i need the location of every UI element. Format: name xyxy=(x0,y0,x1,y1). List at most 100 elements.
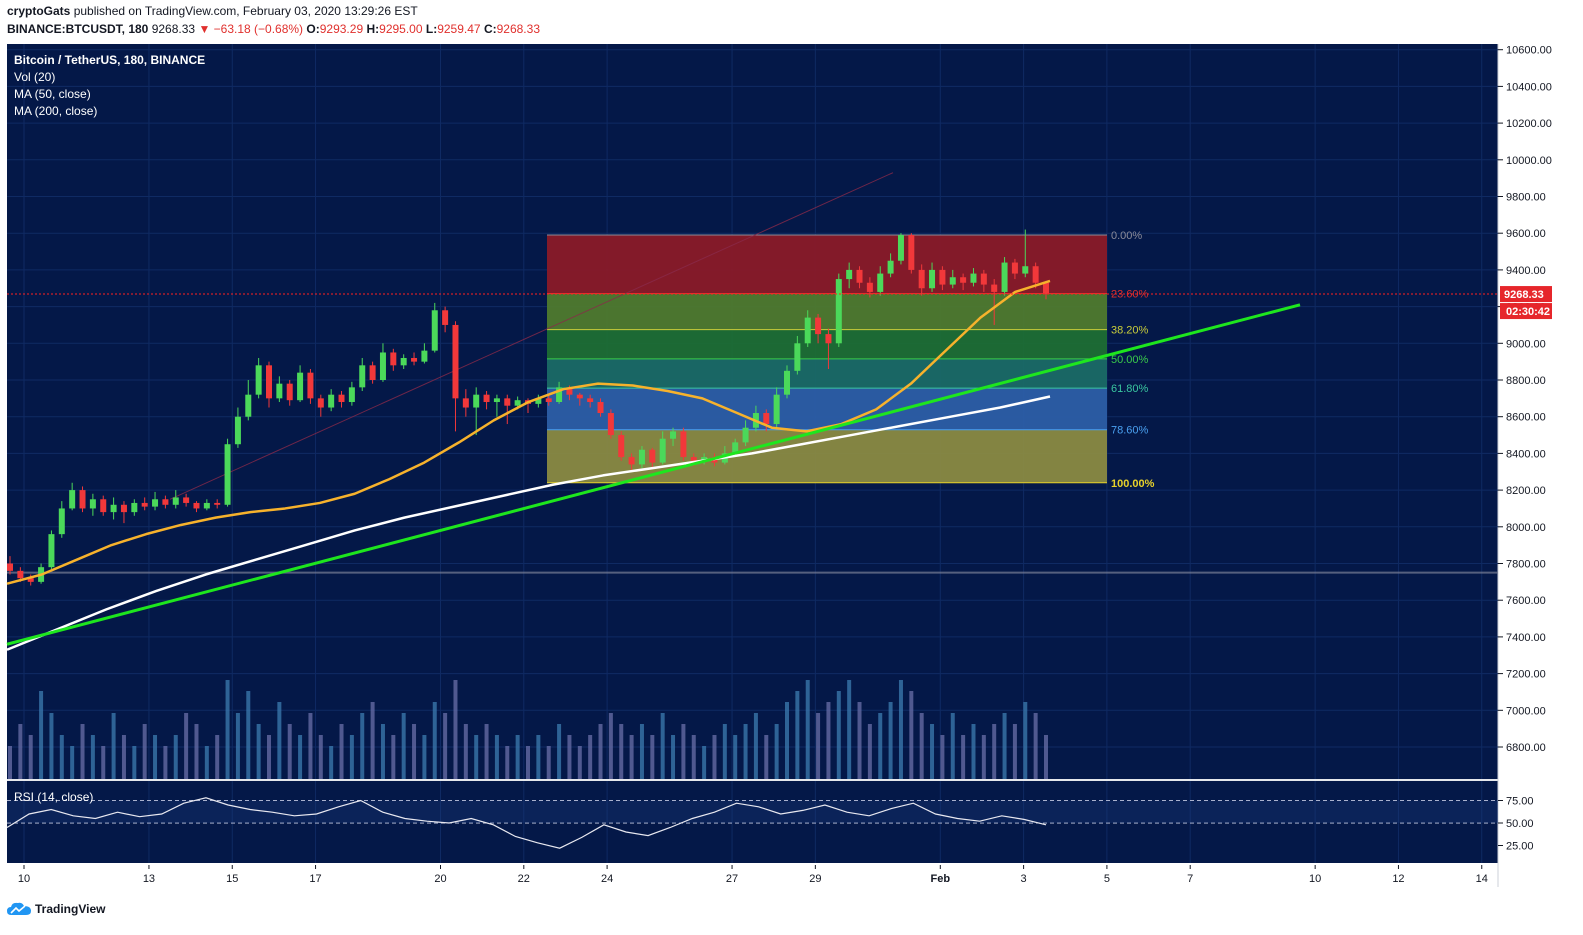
volume-bar xyxy=(629,735,634,779)
candle-body xyxy=(649,449,656,463)
footer-brand[interactable]: TradingView xyxy=(7,900,105,918)
price-axis-label: 7400.00 xyxy=(1506,632,1546,644)
volume-bar xyxy=(557,724,562,779)
price-change: ▼ −63.18 (−0.68%) xyxy=(198,22,304,36)
candle-body xyxy=(131,502,138,513)
low-value: 9259.47 xyxy=(437,22,481,36)
candle-body xyxy=(493,398,500,403)
candle-body xyxy=(89,499,96,509)
time-axis-label: 15 xyxy=(226,873,238,885)
volume-bar xyxy=(256,724,261,779)
candle-body xyxy=(348,387,355,403)
candle-body xyxy=(587,398,594,403)
chart-header: cryptoGats published on TradingView.com,… xyxy=(0,0,1583,42)
volume-bar xyxy=(805,680,810,779)
candle-body xyxy=(297,372,304,401)
candle-body xyxy=(120,504,127,513)
candle-body xyxy=(556,387,563,403)
candle-body xyxy=(773,394,780,425)
legend-volume: Vol (20) xyxy=(14,70,55,84)
price-axis-label: 8600.00 xyxy=(1506,412,1546,424)
candle-body xyxy=(328,394,335,408)
candle-body xyxy=(897,235,904,261)
last-price: 9268.33 xyxy=(151,22,196,36)
volume-bar xyxy=(826,702,831,779)
volume-bar xyxy=(660,713,665,779)
time-axis-label: 12 xyxy=(1392,873,1404,885)
candle-body xyxy=(504,398,511,406)
volume-bar xyxy=(204,746,209,779)
volume-bar xyxy=(909,691,914,779)
candle-body xyxy=(866,282,873,292)
rsi-axis-label: 25.00 xyxy=(1506,841,1534,853)
price-axis-label: 10200.00 xyxy=(1506,118,1552,130)
time-axis-label: 27 xyxy=(726,873,738,885)
candle-body xyxy=(1011,262,1018,274)
volume-bar xyxy=(639,724,644,779)
volume-bar xyxy=(246,691,251,779)
volume-bar xyxy=(277,702,282,779)
time-axis-label: 13 xyxy=(143,873,155,885)
volume-bar xyxy=(18,724,23,779)
candle-body xyxy=(670,431,677,439)
candle-body xyxy=(431,310,438,351)
candle-body xyxy=(400,357,407,366)
volume-bar xyxy=(608,713,613,779)
volume-bar xyxy=(422,735,427,779)
volume-bar xyxy=(484,724,489,779)
legend-ma50: MA (50, close) xyxy=(14,87,91,101)
volume-bar xyxy=(132,746,137,779)
rsi-line xyxy=(6,797,1047,849)
tradingview-cloud-icon xyxy=(7,902,31,915)
volume-bar xyxy=(8,746,12,779)
volume-bar xyxy=(380,724,385,779)
open-value: 9293.29 xyxy=(319,22,364,36)
candle-body xyxy=(193,502,200,509)
volume-bar xyxy=(287,724,292,779)
volume-bar xyxy=(494,735,499,779)
candle-body xyxy=(628,457,635,465)
publisher-name[interactable]: cryptoGats xyxy=(7,4,71,18)
candle-body xyxy=(939,269,946,285)
price-axis-label: 7000.00 xyxy=(1506,705,1546,717)
candle-body xyxy=(452,324,459,399)
candle-body xyxy=(276,383,283,399)
last-price-tag xyxy=(1500,286,1552,303)
candle-body xyxy=(421,350,428,362)
volume-bar xyxy=(950,713,955,779)
candle-body xyxy=(7,563,13,571)
time-axis-label: 14 xyxy=(1476,873,1488,885)
candle-body xyxy=(887,260,894,274)
volume-bar xyxy=(28,735,33,779)
candle-body xyxy=(100,499,107,513)
fib-level-label: 100.00% xyxy=(1111,478,1155,490)
candle-body xyxy=(379,352,386,380)
price-axis-label: 9600.00 xyxy=(1506,228,1546,240)
volume-bar xyxy=(173,735,178,779)
candle-body xyxy=(535,398,542,404)
ascending-trendline xyxy=(6,303,1301,646)
candle-body xyxy=(804,317,811,344)
volume-bar xyxy=(474,735,479,779)
candle-body xyxy=(245,394,252,417)
tradingview-brand: TradingView xyxy=(35,902,106,916)
candle-body xyxy=(390,352,397,366)
time-axis-label: 24 xyxy=(601,873,613,885)
fib-level-label: 38.20% xyxy=(1111,325,1149,337)
volume-bar xyxy=(722,724,727,779)
volume-bar xyxy=(349,735,354,779)
volume-bar xyxy=(816,713,821,779)
time-axis-label: 3 xyxy=(1021,873,1027,885)
volume-bar xyxy=(360,713,365,779)
fib-level-label: 61.80% xyxy=(1111,383,1149,395)
volume-bar xyxy=(992,724,997,779)
volume-bar xyxy=(463,724,468,779)
volume-bar xyxy=(743,724,748,779)
volume-bar xyxy=(598,724,603,779)
volume-bar xyxy=(298,735,303,779)
fib-zone xyxy=(547,388,1107,430)
candle-body xyxy=(110,504,117,513)
candle-body xyxy=(17,570,24,579)
volume-bar xyxy=(235,713,240,779)
